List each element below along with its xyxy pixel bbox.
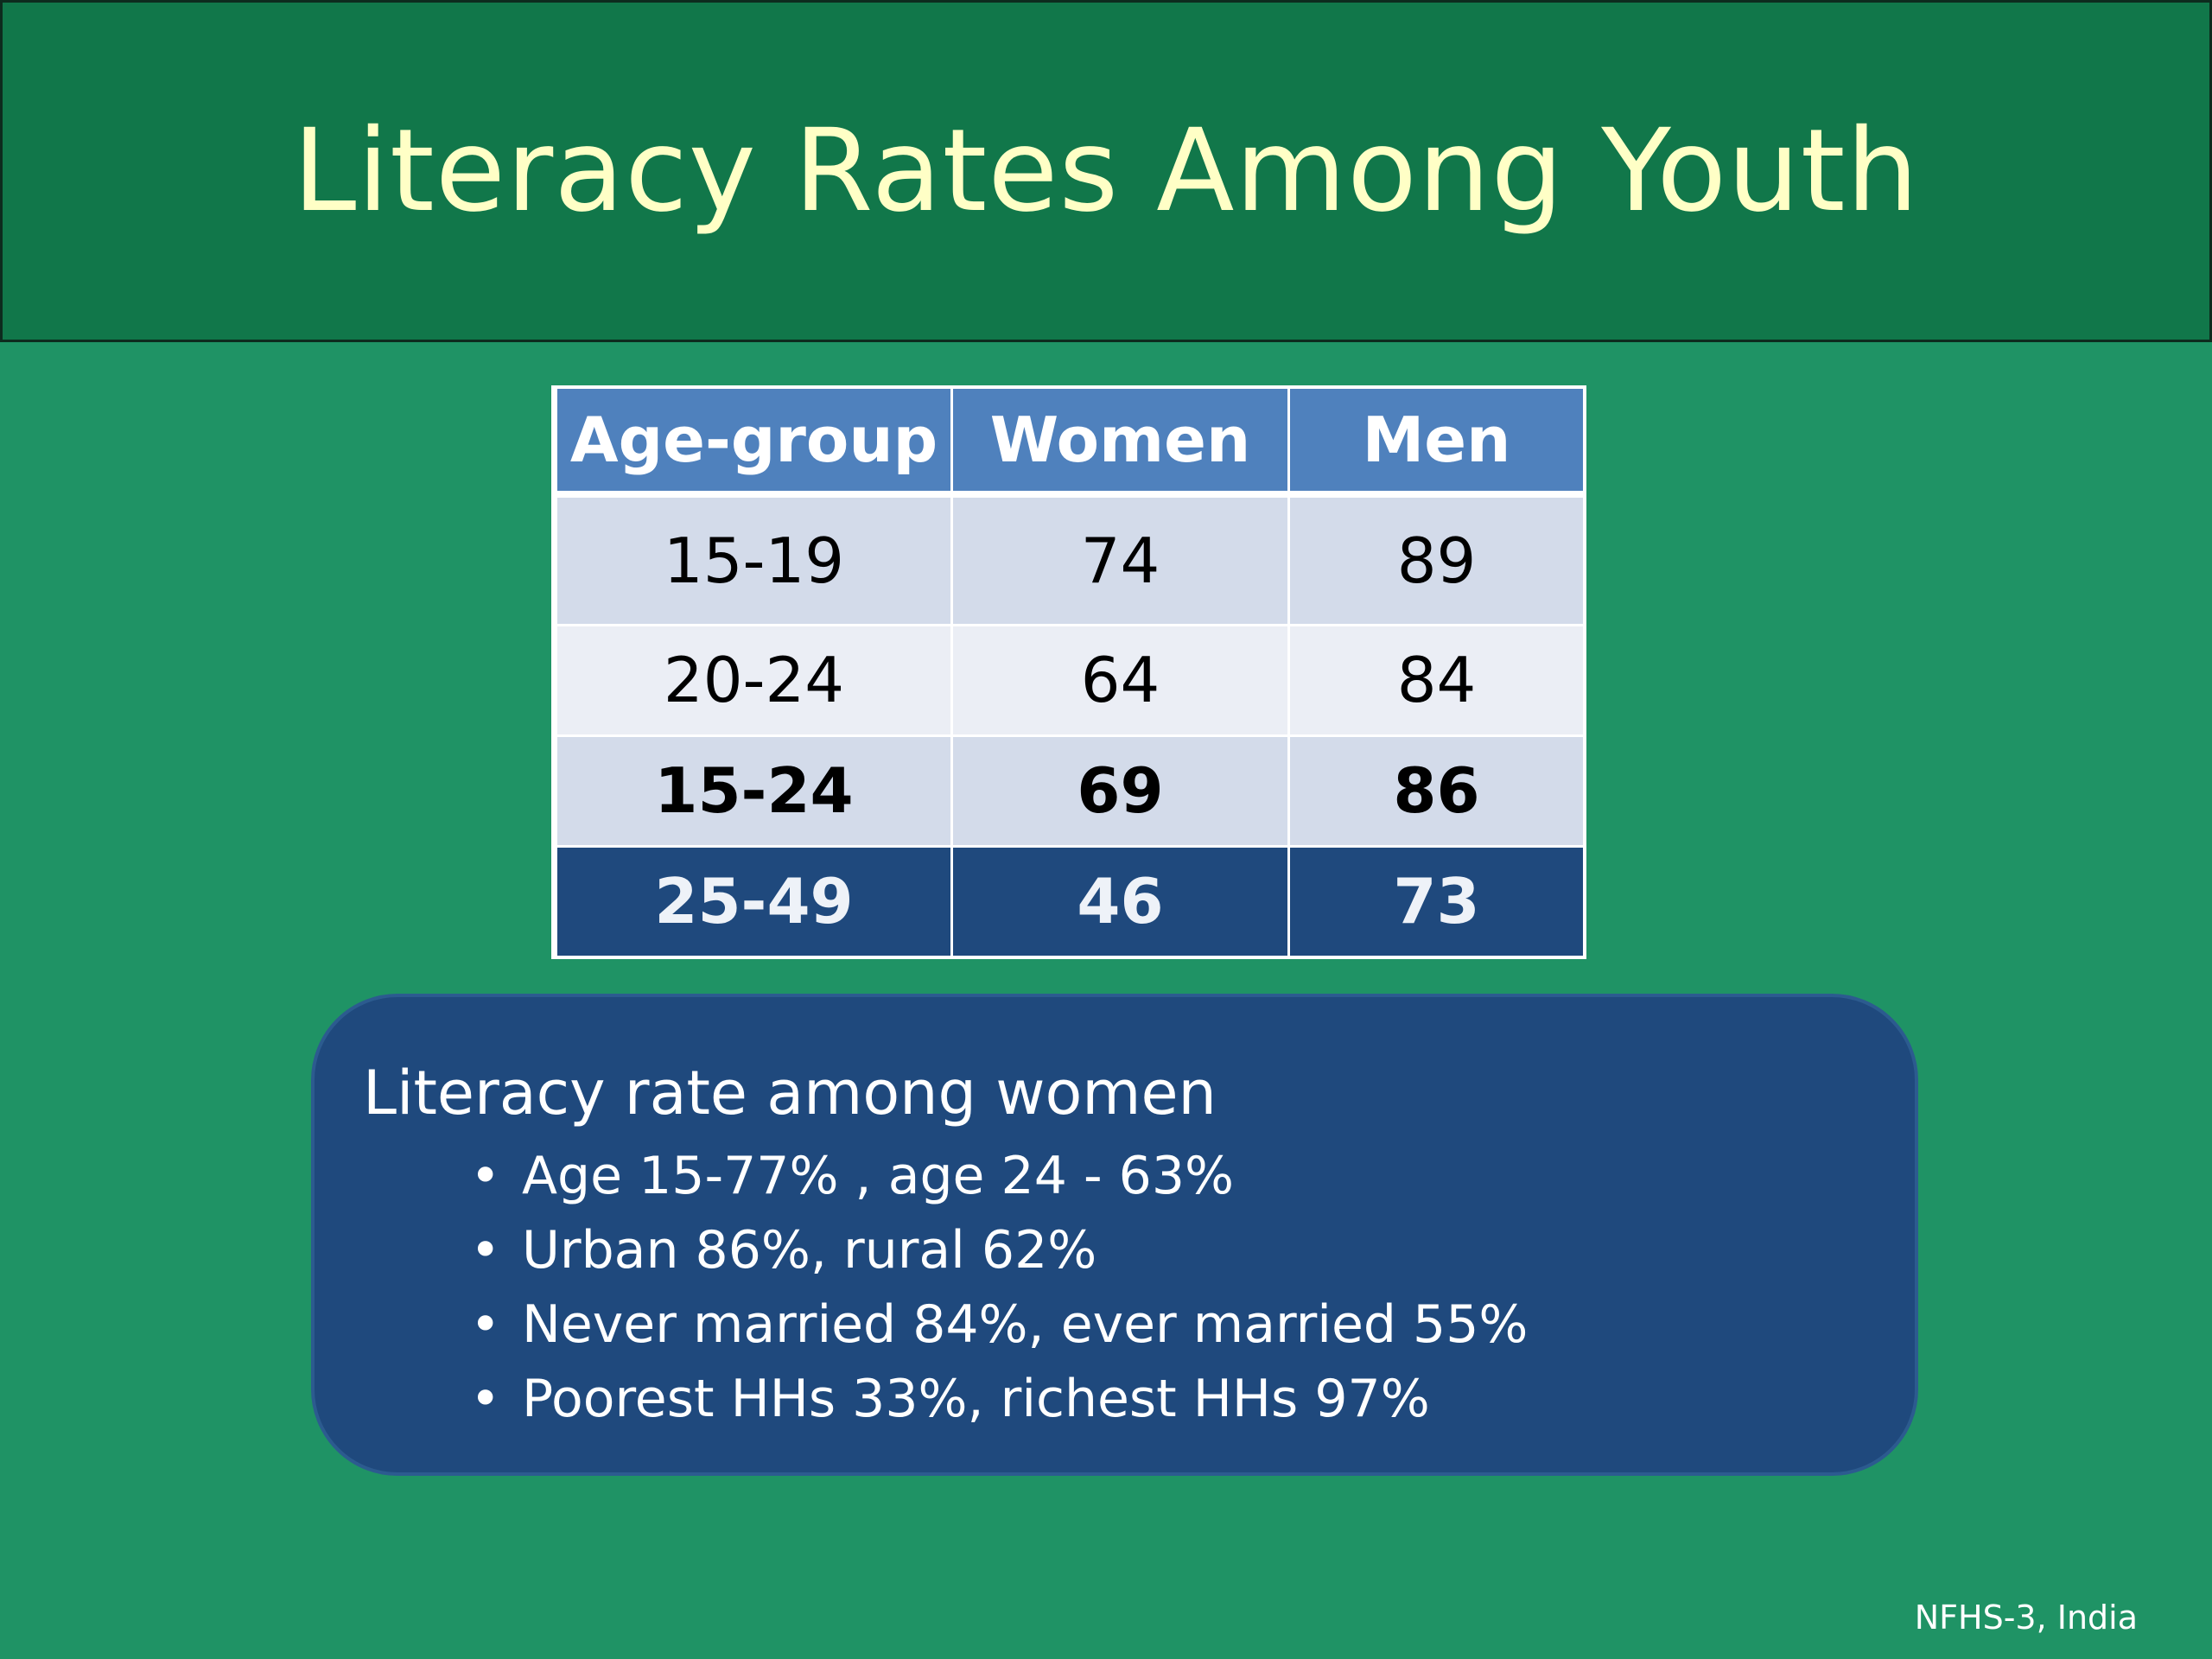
title-bar: Literacy Rates Among Youth: [0, 0, 2212, 342]
list-item: • Poorest HHs 33%, richest HHs 97%: [470, 1362, 1915, 1436]
cell-women: 46: [950, 846, 1290, 956]
list-item-text: Poorest HHs 33%, richest HHs 97%: [522, 1369, 1430, 1429]
list-item-text: Never married 84%, ever married 55%: [522, 1294, 1529, 1355]
cell-age-group: 25-49: [555, 846, 953, 956]
table-row: 15-24 69 86: [555, 735, 1586, 848]
table-row: 20-24 64 84: [555, 625, 1586, 737]
header-age-group: Age-group: [555, 389, 953, 498]
literacy-table-container: Age-group Women Men 15-19 74 89 20-24 64…: [551, 385, 1586, 959]
table-row: 15-19 74 89: [555, 494, 1586, 626]
cell-women: 74: [950, 494, 1290, 626]
cell-women: 64: [950, 625, 1290, 737]
note-heading: Literacy rate among women: [363, 1058, 1217, 1128]
cell-age-group: 15-19: [555, 494, 953, 626]
literacy-table: Age-group Women Men 15-19 74 89 20-24 64…: [555, 389, 1586, 956]
list-item: • Age 15-77% , age 24 - 63%: [470, 1139, 1915, 1213]
cell-men: 73: [1287, 846, 1586, 956]
cell-age-group: 20-24: [555, 625, 953, 737]
bullet-icon: •: [470, 1369, 501, 1429]
table-row: 25-49 46 73: [555, 846, 1586, 956]
header-women: Women: [950, 389, 1290, 498]
header-men: Men: [1287, 389, 1586, 498]
cell-men: 84: [1287, 625, 1586, 737]
slide-title: Literacy Rates Among Youth: [292, 105, 1920, 238]
cell-age-group: 15-24: [555, 735, 953, 848]
note-list: • Age 15-77% , age 24 - 63% • Urban 86%,…: [363, 1139, 1915, 1436]
list-item: • Urban 86%, rural 62%: [470, 1213, 1915, 1287]
cell-women: 69: [950, 735, 1290, 848]
cell-men: 86: [1287, 735, 1586, 848]
list-item-text: Age 15-77% , age 24 - 63%: [522, 1146, 1235, 1206]
bullet-icon: •: [470, 1220, 501, 1281]
list-item-text: Urban 86%, rural 62%: [522, 1220, 1097, 1281]
women-literacy-note-box: Literacy rate among women • Age 15-77% ,…: [311, 994, 1918, 1476]
bullet-icon: •: [470, 1294, 501, 1355]
list-item: • Never married 84%, ever married 55%: [470, 1287, 1915, 1362]
source-citation: NFHS-3, India: [1914, 1599, 2138, 1637]
bullet-icon: •: [470, 1146, 501, 1206]
table-header-row: Age-group Women Men: [555, 389, 1586, 498]
cell-men: 89: [1287, 494, 1586, 626]
